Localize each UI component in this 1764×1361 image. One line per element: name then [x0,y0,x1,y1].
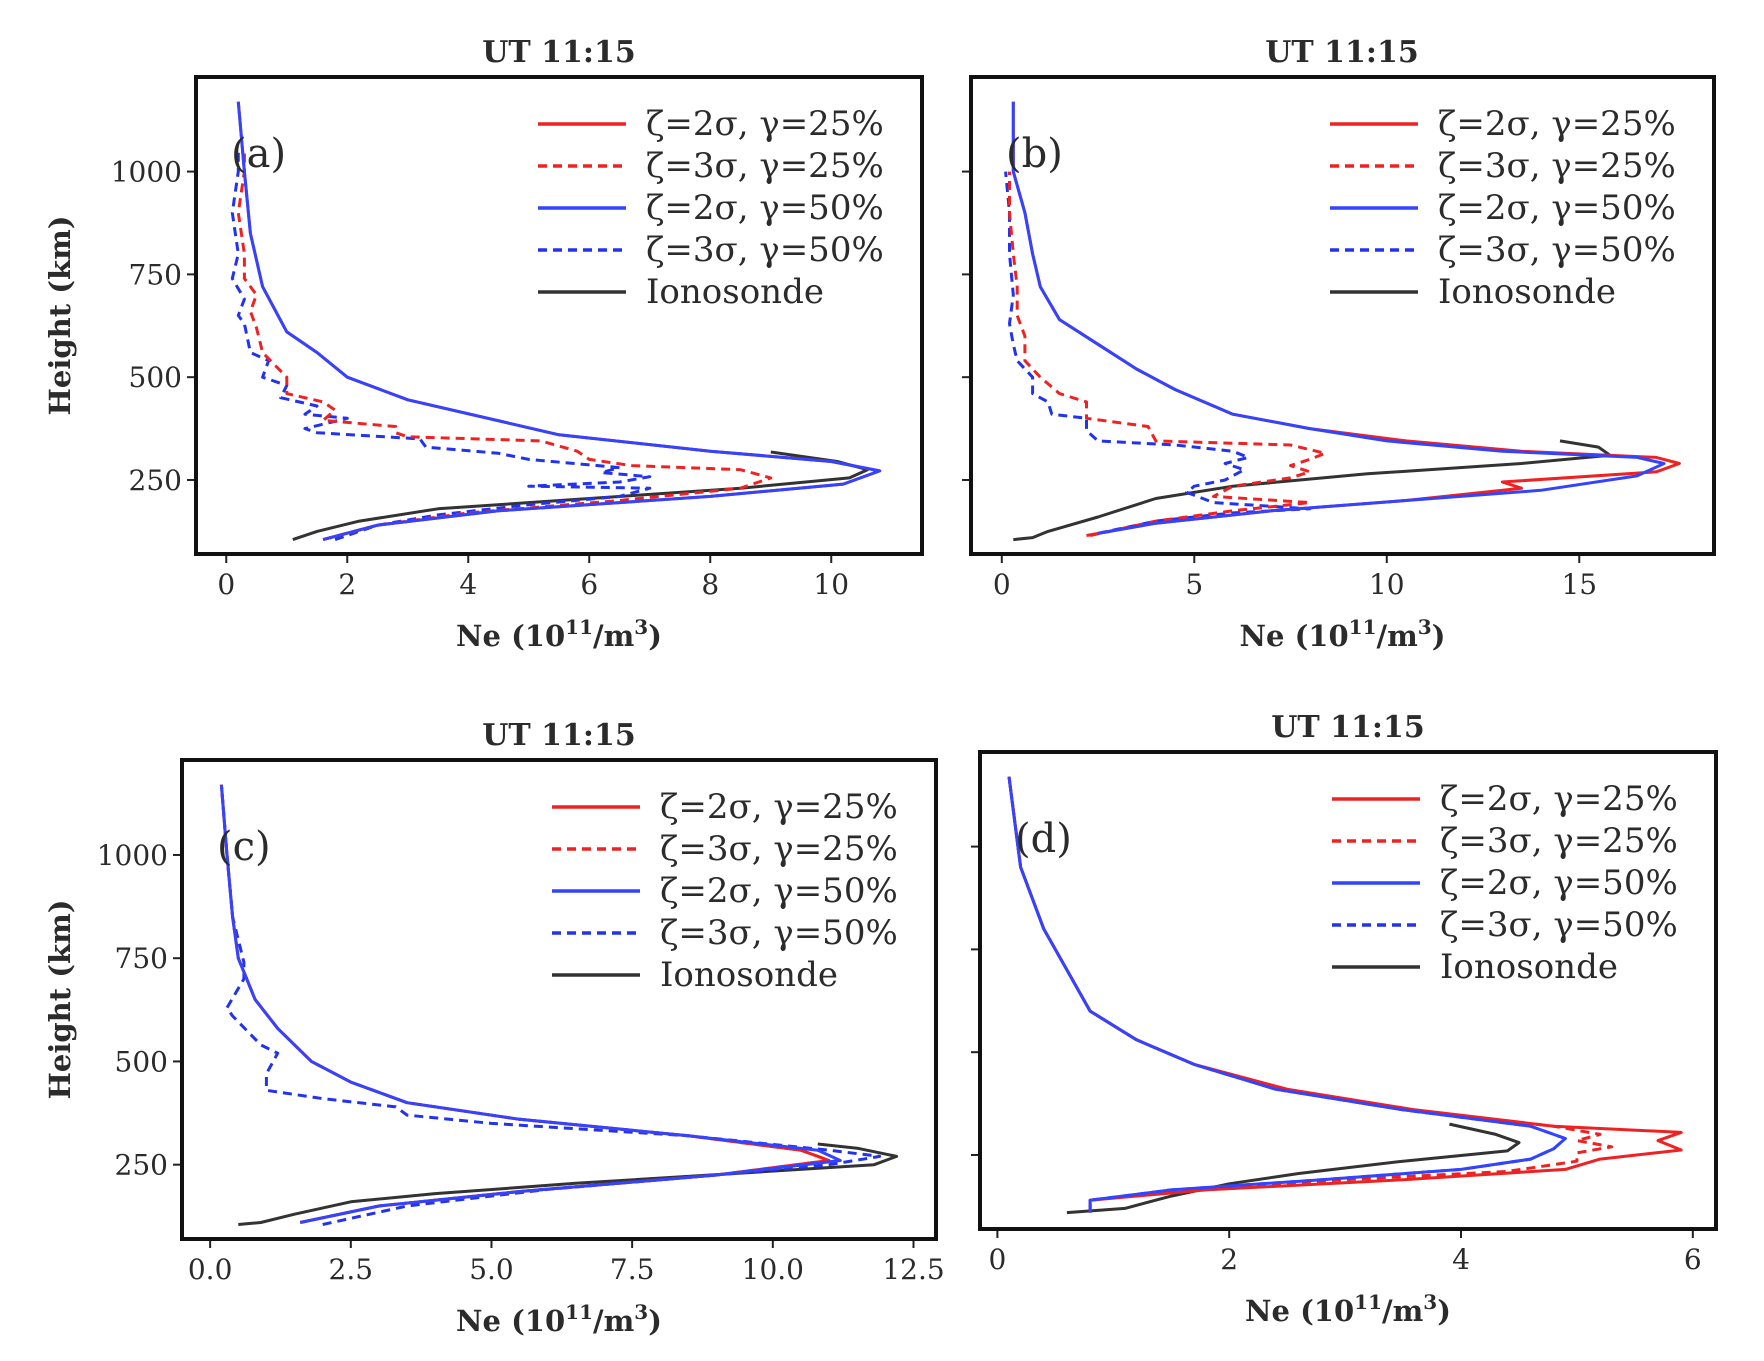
x-tick-label: 0 [217,568,235,601]
legend-label: Ionosonde [1440,947,1618,987]
legend-label: Ionosonde [646,272,824,312]
plot-frame [194,75,924,556]
legend-label: ζ=2σ, γ=50% [1440,863,1678,903]
x-tick-label: 4 [1452,1243,1470,1276]
x-tick-label: 12.5 [882,1253,944,1286]
legend-label: ζ=2σ, γ=25% [660,787,898,827]
y-tick-label: 250 [129,464,182,497]
panel-a: UT 11:15 0 2 4 6 8 10 250 500 750 1000 Ne (1011/m3)… [43,35,924,653]
panel-title: UT 11:15 [482,718,636,753]
legend-label: ζ=3σ, γ=50% [660,913,898,953]
y-axis-label: Height (km) [43,900,77,1100]
legend-label: ζ=2σ, γ=25% [1438,104,1676,144]
panel-label: (b) [1006,131,1063,177]
x-tick-label: 4 [459,568,477,601]
x-tick-label: 15 [1561,568,1597,601]
series-line-0 [238,1142,899,1226]
series-line-4 [1011,101,1666,535]
legend-label: ζ=3σ, γ=25% [1440,821,1678,861]
x-axis-label: Ne (1011/m3) [456,615,662,653]
panel-title: UT 11:15 [1271,710,1425,745]
legend-label: ζ=3σ, γ=25% [1438,146,1676,186]
x-tick-label: 6 [1684,1243,1702,1276]
x-tick-label: 5 [1185,568,1203,601]
panel-label: (d) [1015,816,1072,862]
y-tick-label: 500 [129,361,182,394]
x-tick-label: 10 [813,568,849,601]
x-tick-label: 0 [993,568,1011,601]
y-axis-label: Height (km) [43,216,77,416]
x-axis-label: Ne (1011/m3) [1245,1290,1451,1328]
panel-label: (a) [231,131,286,177]
panel-title: UT 11:15 [482,35,636,70]
x-tick-label: 0 [988,1243,1006,1276]
x-tick-label: 10.0 [742,1253,804,1286]
series-line-2 [236,151,773,542]
legend-label: ζ=3σ, γ=50% [1440,905,1678,945]
legend-label: Ionosonde [1438,272,1616,312]
series-line-1 [1004,171,1312,535]
y-tick-label: 500 [115,1045,168,1078]
legend-label: ζ=3σ, γ=50% [646,230,884,270]
legend-label: ζ=3σ, γ=25% [646,146,884,186]
series-line-4 [236,101,882,542]
y-tick-label: 1000 [97,839,168,872]
x-tick-label: 6 [580,568,598,601]
y-tick-label: 750 [129,258,182,291]
y-tick-label: 1000 [111,156,182,189]
x-tick-label: 2 [338,568,356,601]
panel-title: UT 11:15 [1265,35,1419,70]
series-line-4 [1007,776,1567,1213]
x-tick-label: 2.5 [329,1253,374,1286]
x-tick-label: 7.5 [610,1253,655,1286]
panel-c: UT 11:15 0.0 2.5 5.0 7.5 10.0 12.5 250 500 750 100… [43,718,945,1338]
panel-d: UT 11:150 2 4 6Ne (1011/m3)(d)ζ=2σ, γ=25%ζ=… [971,710,1718,1328]
plot-frame [969,75,1716,556]
series-line-1 [230,151,652,542]
legend-label: ζ=2σ, γ=25% [646,104,884,144]
y-tick-label: 250 [115,1149,168,1182]
panel-b: UT 11:15 0 5 10 15 Ne (1011/m3) (b) ζ=2σ, γ=25%… [962,35,1716,653]
y-tick-label: 750 [115,942,168,975]
plot-frame [978,750,1718,1231]
x-axis-label: Ne (1011/m3) [1240,615,1446,653]
series-line-4 [219,784,842,1224]
x-tick-label: 10 [1369,568,1405,601]
x-tick-label: 2 [1220,1243,1238,1276]
x-axis-label: Ne (1011/m3) [456,1300,662,1338]
x-tick-label: 0.0 [188,1253,233,1286]
x-tick-label: 5.0 [469,1253,514,1286]
series-line-0 [1013,439,1612,542]
legend-label: ζ=3σ, γ=50% [1438,230,1676,270]
plot-frame [180,758,938,1241]
legend-label: ζ=2σ, γ=50% [1438,188,1676,228]
legend-label: ζ=2σ, γ=50% [660,871,898,911]
legend-label: ζ=2σ, γ=25% [1440,779,1678,819]
series-line-0 [1066,1122,1521,1215]
x-tick-label: 8 [701,568,719,601]
legend-label: ζ=2σ, γ=50% [646,188,884,228]
panel-label: (c) [217,824,271,870]
legend-label: Ionosonde [660,955,838,995]
series-line-2 [1008,171,1327,537]
legend-label: ζ=3σ, γ=25% [660,829,898,869]
